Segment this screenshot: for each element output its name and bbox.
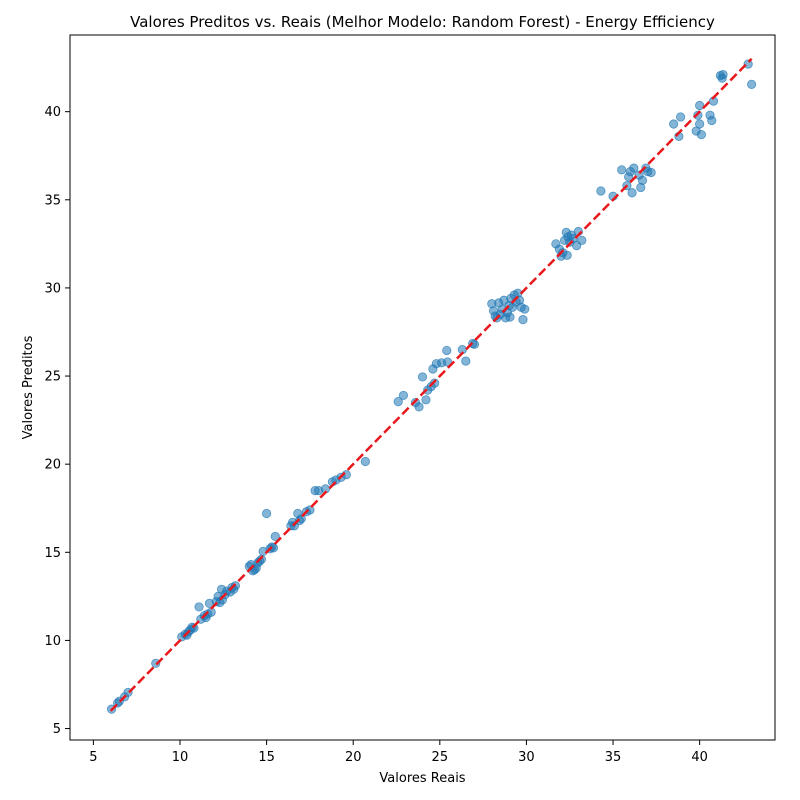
data-point	[194, 602, 204, 612]
x-tick-label: 40	[691, 750, 708, 765]
data-point	[646, 167, 656, 178]
data-point	[718, 70, 728, 80]
chart-title: Valores Preditos vs. Reais (Melhor Model…	[130, 13, 715, 31]
data-point	[443, 357, 453, 367]
data-point	[747, 79, 757, 89]
reference-line-layer	[109, 57, 753, 712]
data-point	[417, 372, 428, 382]
data-point	[398, 390, 409, 401]
data-point	[675, 112, 686, 122]
y-tick-label: 35	[44, 193, 61, 208]
x-tick-label: 15	[258, 750, 275, 765]
data-point	[577, 235, 587, 245]
y-tick-label: 30	[44, 281, 61, 296]
x-tick-label: 35	[605, 750, 622, 765]
data-point	[414, 402, 424, 412]
plot-frame	[69, 34, 776, 741]
x-tick-label: 5	[89, 750, 97, 765]
x-tick-label: 10	[172, 750, 189, 765]
data-point	[393, 396, 403, 407]
data-point	[262, 508, 272, 519]
x-tick-label: 20	[345, 750, 362, 765]
data-point	[421, 395, 431, 405]
data-point	[270, 531, 280, 542]
y-tick-label: 25	[44, 370, 61, 385]
data-point	[695, 100, 705, 111]
x-tick-label: 30	[518, 750, 535, 765]
data-point	[637, 175, 648, 186]
x-tick-label: 25	[432, 750, 449, 765]
data-point	[617, 165, 627, 175]
data-point	[360, 456, 370, 467]
data-point	[505, 312, 515, 322]
y-tick-label: 20	[44, 458, 61, 473]
data-point	[461, 356, 471, 366]
y-axis-ticks: 5 10 15 20 25 30 35 40	[44, 105, 70, 737]
reference-line	[109, 57, 753, 712]
x-axis-ticks: 5 10 15 20 25 30 35 40	[89, 740, 708, 765]
data-point	[596, 186, 606, 196]
data-point	[520, 304, 530, 314]
data-point	[695, 119, 705, 129]
y-tick-label: 5	[53, 722, 61, 737]
data-point	[627, 188, 637, 198]
data-point	[696, 129, 706, 140]
data-point	[629, 163, 639, 173]
y-axis-label: Valores Preditos	[21, 335, 36, 439]
y-tick-label: 10	[44, 634, 61, 649]
data-point	[707, 115, 717, 126]
x-axis-label: Valores Reais	[379, 771, 465, 786]
data-point	[669, 119, 679, 129]
data-point	[562, 250, 572, 260]
data-point	[442, 345, 452, 356]
y-tick-label: 15	[44, 546, 61, 561]
data-point	[518, 315, 528, 325]
y-tick-label: 40	[44, 105, 61, 120]
